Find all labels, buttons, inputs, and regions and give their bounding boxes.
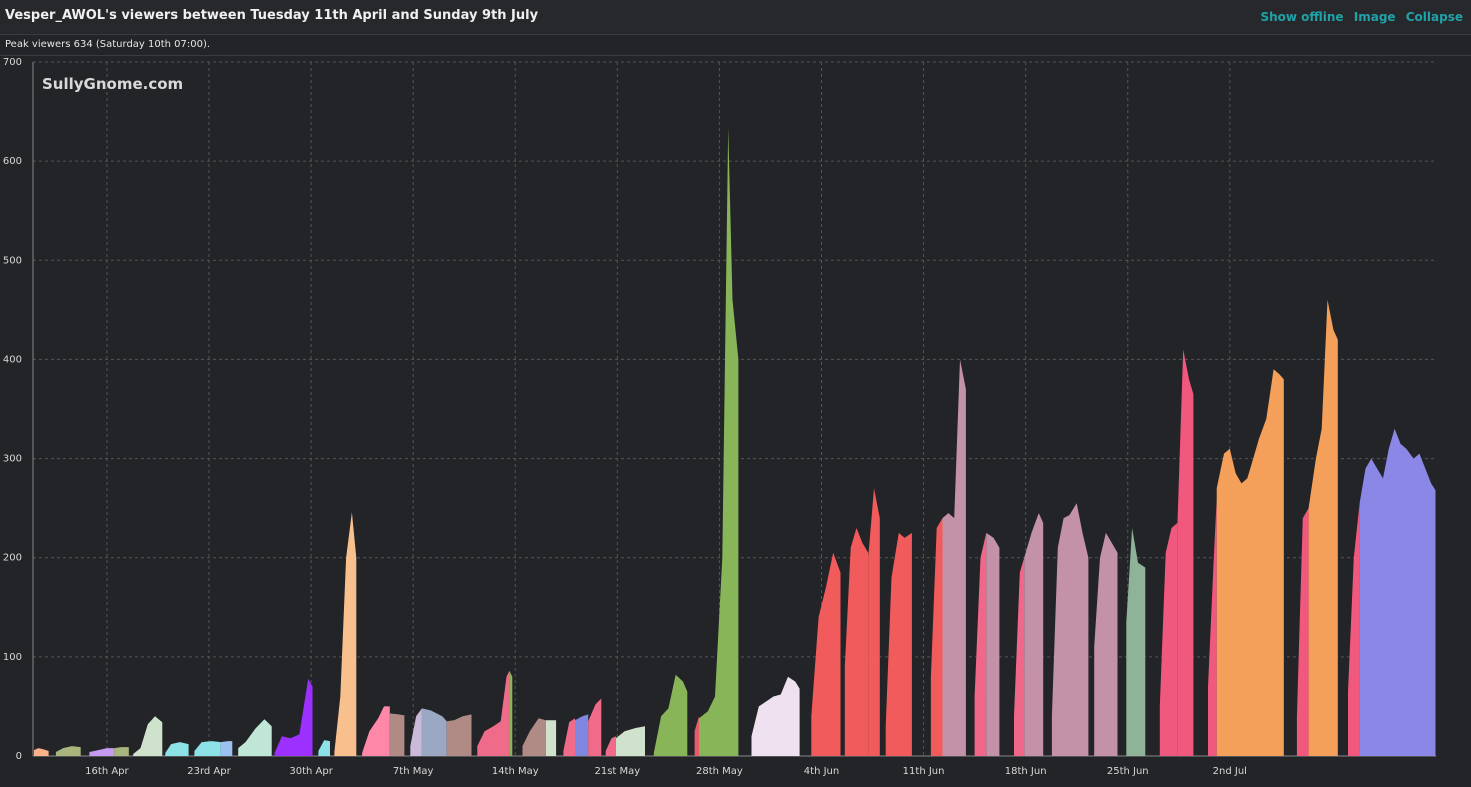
x-tick-label: 11th Jun bbox=[903, 766, 945, 777]
stream-area-46 bbox=[1216, 369, 1284, 756]
stream-area-27 bbox=[694, 716, 699, 756]
stream-area-5 bbox=[165, 742, 189, 756]
stream-area-15 bbox=[421, 708, 447, 756]
x-tick-label: 18th Jun bbox=[1005, 766, 1047, 777]
header-actions: Show offline Image Collapse bbox=[1254, 10, 1463, 24]
x-tick-label: 21st May bbox=[594, 766, 640, 777]
stream-area-31 bbox=[844, 528, 869, 756]
stream-area-16 bbox=[446, 714, 472, 756]
stream-area-26 bbox=[653, 674, 688, 756]
stream-area-25 bbox=[615, 726, 645, 756]
stream-area-12 bbox=[362, 706, 390, 756]
x-tick-label: 30th Apr bbox=[289, 766, 333, 777]
stream-area-42 bbox=[1126, 528, 1146, 756]
stream-area-48 bbox=[1308, 299, 1338, 756]
show-offline-link[interactable]: Show offline bbox=[1260, 10, 1344, 24]
watermark: SullyGnome.com bbox=[42, 75, 183, 93]
stream-area-18 bbox=[509, 670, 513, 756]
stream-area-6 bbox=[194, 741, 221, 756]
stream-area-21 bbox=[563, 718, 575, 756]
y-tick-label: 200 bbox=[3, 553, 22, 564]
stream-area-37 bbox=[986, 532, 1000, 756]
x-tick-label: 4th Jun bbox=[804, 766, 839, 777]
chart-header: Vesper_AWOL's viewers between Tuesday 11… bbox=[0, 0, 1471, 35]
collapse-link[interactable]: Collapse bbox=[1405, 10, 1463, 24]
stream-area-20 bbox=[545, 720, 557, 756]
peak-viewers-text: Peak viewers 634 (Saturday 10th 07:00). bbox=[5, 39, 211, 50]
stream-area-38 bbox=[1014, 557, 1025, 756]
y-tick-label: 300 bbox=[3, 454, 22, 465]
stream-area-9 bbox=[274, 678, 313, 756]
stream-area-17 bbox=[477, 670, 510, 756]
stream-area-14 bbox=[410, 708, 422, 756]
stream-area-43 bbox=[1159, 523, 1178, 756]
stream-area-49 bbox=[1348, 503, 1360, 756]
stream-area-29 bbox=[751, 676, 800, 756]
stream-area-30 bbox=[811, 552, 841, 756]
x-tick-label: 25th Jun bbox=[1107, 766, 1149, 777]
y-tick-label: 0 bbox=[16, 751, 22, 762]
stream-area-34 bbox=[930, 518, 943, 756]
stream-area-36 bbox=[974, 532, 987, 756]
stream-area-50 bbox=[1359, 428, 1436, 756]
stream-area-0 bbox=[34, 748, 49, 756]
stream-area-13 bbox=[389, 713, 405, 756]
stream-area-11 bbox=[334, 512, 357, 756]
x-tick-label: 23rd Apr bbox=[187, 766, 231, 777]
stream-area-40 bbox=[1051, 503, 1089, 756]
stream-area-28 bbox=[699, 127, 739, 756]
stream-area-4 bbox=[133, 716, 163, 756]
stream-area-7 bbox=[220, 741, 233, 756]
x-tick-label: 7th May bbox=[393, 766, 434, 777]
stream-area-2 bbox=[89, 748, 115, 756]
y-tick-label: 500 bbox=[3, 255, 22, 266]
stream-area-10 bbox=[318, 740, 330, 756]
viewers-chart: 0 100 200 300 400 500 600 700 16th Apr 23rd Apr 30… bbox=[3, 57, 1436, 777]
x-tick-label: 16th Apr bbox=[85, 766, 129, 777]
stream-area-3 bbox=[114, 747, 129, 756]
stream-area-41 bbox=[1094, 532, 1118, 756]
stream-area-35 bbox=[942, 359, 966, 756]
stream-area-32 bbox=[868, 488, 880, 756]
y-tick-label: 400 bbox=[3, 354, 22, 365]
stream-area-44 bbox=[1177, 349, 1194, 756]
stream-area-23 bbox=[588, 698, 602, 756]
y-tick-label: 700 bbox=[3, 57, 22, 68]
stream-area-22 bbox=[575, 714, 589, 756]
chart-title: Vesper_AWOL's viewers between Tuesday 11… bbox=[5, 8, 539, 23]
stream-area-8 bbox=[238, 719, 272, 756]
chart-area: 0 100 200 300 400 500 600 700 16th Apr 23rd Apr 30… bbox=[0, 55, 1471, 787]
stream-area-1 bbox=[55, 746, 81, 756]
x-tick-label: 28th May bbox=[696, 766, 743, 777]
y-tick-label: 600 bbox=[3, 156, 22, 167]
stream-area-45 bbox=[1208, 498, 1217, 756]
stream-area-24 bbox=[605, 736, 616, 756]
stream-area-19 bbox=[522, 718, 546, 756]
x-tick-label: 2nd Jul bbox=[1213, 766, 1247, 777]
image-link[interactable]: Image bbox=[1353, 10, 1396, 24]
stream-area-33 bbox=[885, 532, 912, 756]
y-tick-label: 100 bbox=[3, 652, 22, 663]
stream-area-39 bbox=[1024, 513, 1044, 756]
stream-area-47 bbox=[1296, 508, 1309, 756]
x-tick-label: 14th May bbox=[492, 766, 539, 777]
